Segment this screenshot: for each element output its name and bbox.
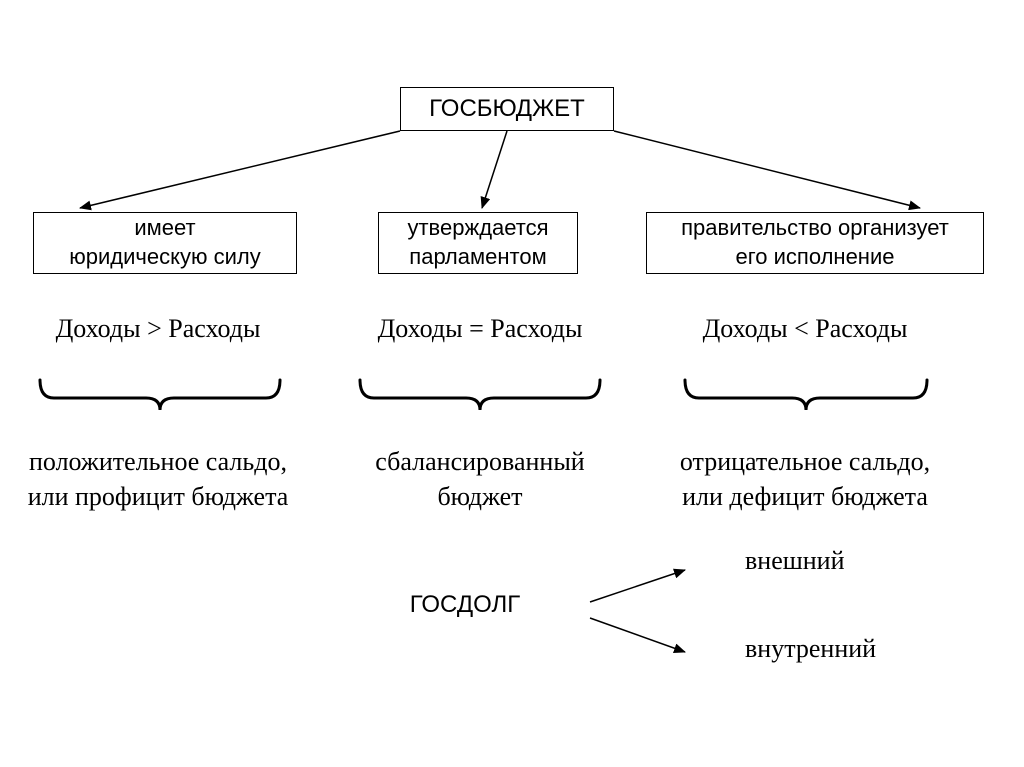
child-1-line2: парламентом	[407, 243, 548, 272]
child-2-line2: его исполнение	[681, 243, 949, 272]
gosdolg-branch-0: внешний	[745, 546, 845, 576]
child-0-line1: имеет	[69, 214, 260, 243]
child-node-2: правительство организует его исполнение	[646, 212, 984, 274]
equation-2: Доходы < Расходы	[505, 314, 1024, 344]
outcome-2: отрицательное сальдо, или дефицит бюджет…	[505, 444, 1024, 514]
root-node: ГОСБЮДЖЕТ	[400, 87, 614, 131]
child-node-0: имеет юридическую силу	[33, 212, 297, 274]
child-2-line1: правительство организует	[681, 214, 949, 243]
gosdolg-branch-1: внутренний	[745, 634, 876, 664]
gosdolg-node: ГОСДОЛГ	[165, 591, 765, 619]
child-0-line2: юридическую силу	[69, 243, 260, 272]
child-1-line1: утверждается	[407, 214, 548, 243]
root-label: ГОСБЮДЖЕТ	[429, 93, 585, 124]
child-node-1: утверждается парламентом	[378, 212, 578, 274]
